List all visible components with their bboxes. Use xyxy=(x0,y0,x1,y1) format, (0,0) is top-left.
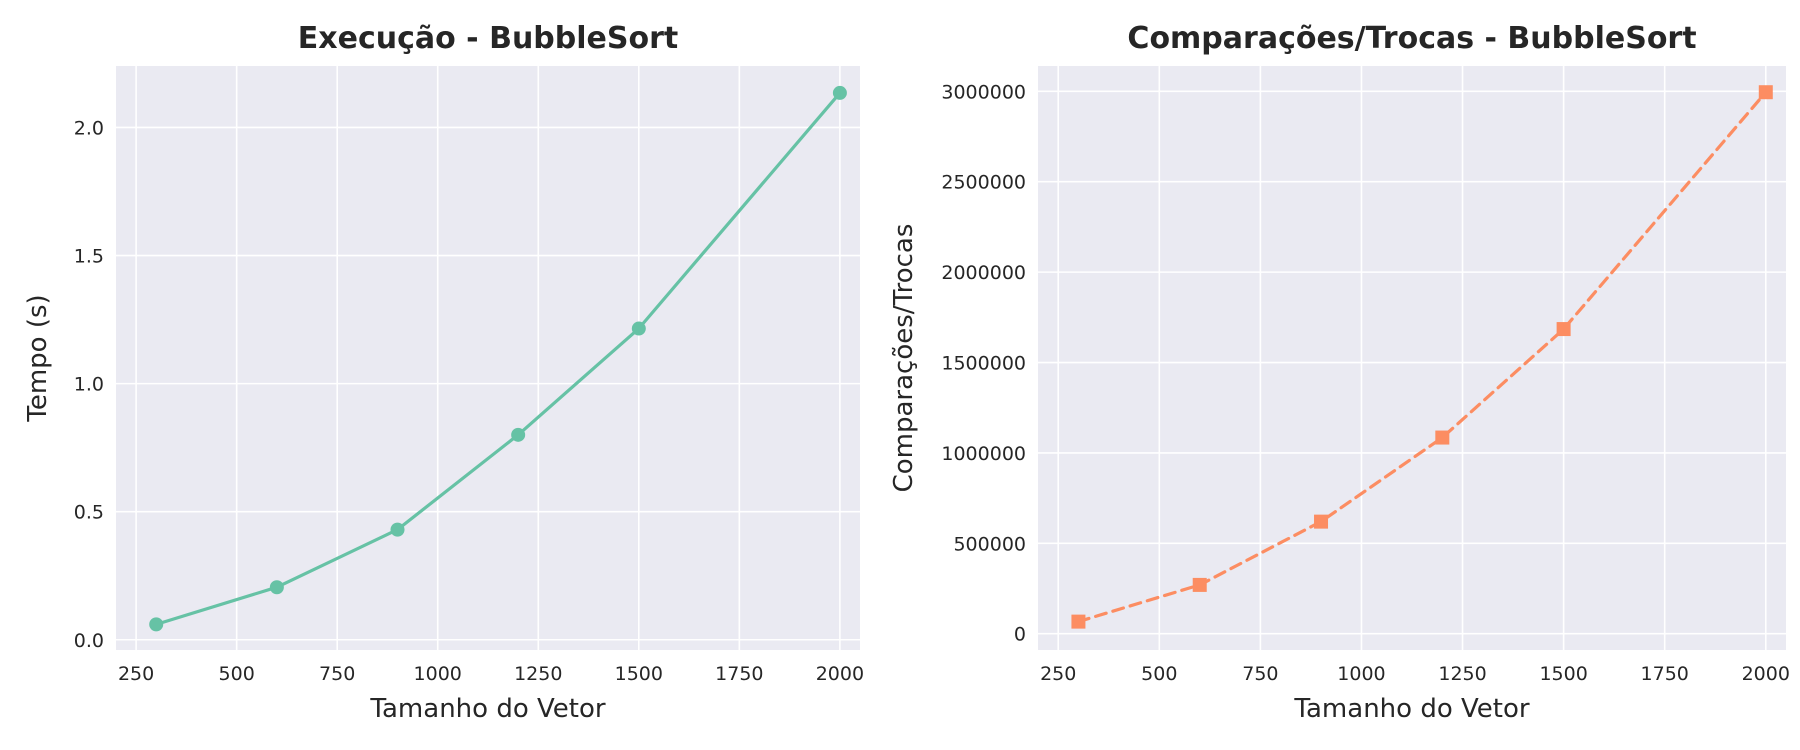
x-tick-label: 500 xyxy=(219,663,255,685)
x-tick-label: 1500 xyxy=(1539,663,1587,685)
x-axis-label: Tamanho do Vetor xyxy=(369,694,605,724)
y-tick-label: 0.5 xyxy=(74,502,104,524)
y-tick-label: 500000 xyxy=(953,533,1026,555)
data-point xyxy=(1071,614,1086,629)
x-tick-label: 750 xyxy=(1242,663,1278,685)
y-tick-label: 1.5 xyxy=(74,246,104,268)
tick-labels: 250 500 750 1000 1250 1500 1750 2000 0.0 0.5 1.0 1.… xyxy=(74,117,864,685)
data-point xyxy=(149,617,164,632)
data-point xyxy=(1314,514,1329,529)
chart-title: Execução - BubbleSort xyxy=(298,21,678,56)
data-point xyxy=(1556,322,1571,337)
data-point xyxy=(511,427,526,442)
plot-area xyxy=(116,66,860,650)
y-tick-label: 1500000 xyxy=(941,353,1026,375)
y-axis-label: Tempo (s) xyxy=(23,294,53,422)
x-tick-label: 250 xyxy=(118,663,154,685)
y-tick-label: 0 xyxy=(1014,624,1026,646)
x-tick-label: 500 xyxy=(1141,663,1177,685)
x-tick-label: 1250 xyxy=(1438,663,1486,685)
plot-area xyxy=(1038,66,1786,650)
y-tick-label: 2500000 xyxy=(941,172,1026,194)
tick-labels: 250 500 750 1000 1250 1500 1750 2000 0 500000 1000… xyxy=(941,81,1790,685)
chart-title: Comparações/Trocas - BubbleSort xyxy=(1127,21,1696,56)
x-tick-label: 2000 xyxy=(816,663,864,685)
x-tick-label: 250 xyxy=(1040,663,1076,685)
x-tick-label: 1250 xyxy=(514,663,562,685)
x-tick-label: 1000 xyxy=(414,663,462,685)
comparisons-swaps-chart: 250 500 750 1000 1250 1500 1750 2000 0 500000 1000… xyxy=(889,21,1790,724)
data-point xyxy=(1192,577,1207,592)
y-tick-label: 0.0 xyxy=(74,630,104,652)
x-tick-label: 1750 xyxy=(715,663,763,685)
x-tick-label: 1500 xyxy=(615,663,663,685)
execution-time-chart: 250 500 750 1000 1250 1500 1750 2000 0.0 0.5 1.0 1.… xyxy=(23,21,864,724)
y-tick-label: 1000000 xyxy=(941,443,1026,465)
data-point xyxy=(631,321,646,336)
data-point xyxy=(390,522,405,537)
grid xyxy=(116,66,860,650)
data-point xyxy=(269,580,284,595)
y-tick-label: 1.0 xyxy=(74,374,104,396)
y-axis-label: Comparações/Trocas xyxy=(889,224,919,493)
x-tick-label: 1750 xyxy=(1641,663,1689,685)
y-tick-label: 2.0 xyxy=(74,117,104,139)
series-line xyxy=(154,91,842,627)
x-tick-label: 1000 xyxy=(1337,663,1385,685)
x-tick-label: 750 xyxy=(319,663,355,685)
x-axis-label: Tamanho do Vetor xyxy=(1293,694,1529,724)
data-point xyxy=(832,85,847,100)
series-layer xyxy=(149,85,847,632)
x-tick-label: 2000 xyxy=(1742,663,1790,685)
data-point xyxy=(1758,85,1773,100)
grid xyxy=(1038,66,1786,650)
y-tick-label: 3000000 xyxy=(941,81,1026,103)
series-layer xyxy=(1071,85,1773,629)
y-tick-label: 2000000 xyxy=(941,262,1026,284)
data-point xyxy=(1435,430,1450,445)
